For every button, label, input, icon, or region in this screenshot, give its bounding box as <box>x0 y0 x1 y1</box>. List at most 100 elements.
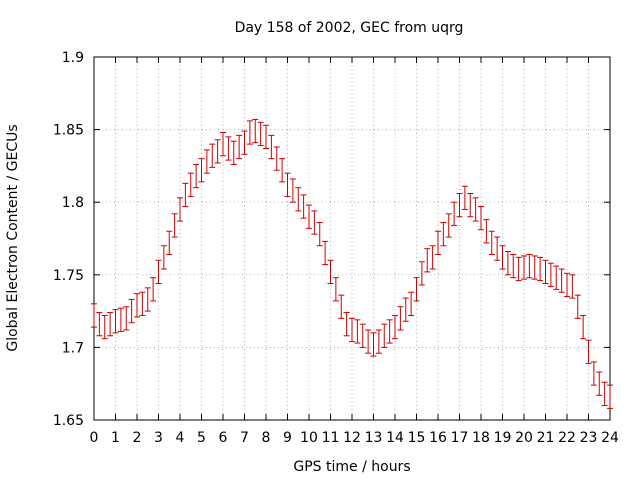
data-point <box>279 158 286 183</box>
x-tick-label: 0 <box>90 430 99 446</box>
data-point <box>257 121 264 147</box>
data-point <box>580 314 587 340</box>
data-point <box>553 265 560 290</box>
x-tick-label: 5 <box>197 430 206 446</box>
x-tick-label: 23 <box>580 430 598 446</box>
data-point <box>128 298 135 324</box>
data-point <box>177 197 183 222</box>
x-tick-label: 10 <box>300 430 318 446</box>
data-point <box>123 306 130 331</box>
data-point <box>392 314 398 340</box>
data-point <box>144 287 151 312</box>
x-tick-label: 4 <box>176 430 185 446</box>
data-point <box>316 222 323 247</box>
data-point <box>402 297 409 322</box>
x-tick-label: 3 <box>154 430 163 446</box>
data-point <box>241 130 248 155</box>
data-point <box>155 259 162 285</box>
x-tick-labels: 0 1 2 3 4 5 6 7 8 9 10 11 12 13 14 15 16 17 18 19 20 21 22 23 24 <box>90 430 619 446</box>
data-point <box>569 274 576 299</box>
chart-title: Day 158 of 2002, GEC from uqrg <box>235 20 464 36</box>
data-point <box>273 146 280 171</box>
data-point <box>268 134 275 160</box>
x-tick-label: 13 <box>365 430 383 446</box>
x-tick-label: 1 <box>111 430 120 446</box>
data-point <box>596 371 603 396</box>
data-point <box>574 294 581 319</box>
data-point <box>381 323 388 348</box>
data-points <box>91 118 613 409</box>
data-point <box>590 361 597 386</box>
data-point <box>96 312 103 337</box>
data-point <box>467 192 474 218</box>
data-point <box>349 317 355 343</box>
x-tick-label: 18 <box>472 430 490 446</box>
data-point <box>510 253 517 279</box>
data-point <box>139 291 146 316</box>
data-point <box>461 185 468 210</box>
data-point <box>343 312 350 337</box>
data-point <box>160 245 167 270</box>
data-point <box>515 256 522 282</box>
axis-ticks <box>93 56 611 421</box>
data-point <box>203 149 210 174</box>
data-point <box>397 306 404 331</box>
data-point <box>91 303 97 328</box>
data-point <box>263 124 269 149</box>
data-point <box>418 261 425 286</box>
data-point <box>429 245 436 270</box>
data-point <box>499 245 506 270</box>
data-point <box>494 236 501 261</box>
y-tick-label: 1.75 <box>53 268 84 284</box>
data-point <box>354 319 361 344</box>
data-point <box>289 178 296 203</box>
data-point <box>413 277 420 302</box>
data-point <box>198 158 205 183</box>
data-point <box>531 255 538 280</box>
x-tick-label: 9 <box>283 430 292 446</box>
data-point <box>311 210 318 235</box>
data-point <box>171 213 178 238</box>
x-tick-label: 16 <box>429 430 447 446</box>
grid-lines <box>94 57 610 420</box>
x-tick-label: 2 <box>133 430 142 446</box>
y-tick-label: 1.65 <box>53 413 84 429</box>
data-point <box>370 332 377 357</box>
y-axis-label: Global Electron Content / GECUs <box>5 124 21 351</box>
data-point <box>182 182 189 208</box>
data-point <box>451 201 458 226</box>
data-point <box>187 172 194 197</box>
x-tick-label: 14 <box>386 430 404 446</box>
data-point <box>300 194 307 219</box>
data-point <box>488 230 495 255</box>
data-point <box>478 206 484 231</box>
x-tick-label: 15 <box>408 430 426 446</box>
data-point <box>134 293 140 318</box>
data-point <box>209 143 216 168</box>
data-point <box>327 259 334 285</box>
data-point <box>472 197 479 222</box>
x-tick-label: 24 <box>601 430 619 446</box>
data-point <box>547 262 554 287</box>
data-point <box>601 381 608 406</box>
data-point <box>558 268 565 293</box>
data-point <box>322 240 329 266</box>
x-tick-label: 19 <box>494 430 512 446</box>
data-point <box>526 253 533 279</box>
data-point <box>456 192 463 218</box>
data-point <box>440 222 447 247</box>
y-tick-label: 1.9 <box>62 50 84 66</box>
x-tick-label: 22 <box>558 430 576 446</box>
y-tick-labels: 1.65 1.7 1.75 1.8 1.85 1.9 <box>53 50 84 429</box>
x-tick-label: 11 <box>322 430 340 446</box>
x-tick-label: 6 <box>219 430 228 446</box>
data-point <box>359 323 366 348</box>
data-point <box>220 132 226 157</box>
data-point <box>117 307 124 332</box>
data-point <box>193 163 200 189</box>
x-tick-label: 7 <box>240 430 249 446</box>
x-tick-label: 8 <box>262 430 271 446</box>
data-point <box>332 277 339 302</box>
x-tick-label: 21 <box>537 430 555 446</box>
data-point <box>386 319 393 344</box>
